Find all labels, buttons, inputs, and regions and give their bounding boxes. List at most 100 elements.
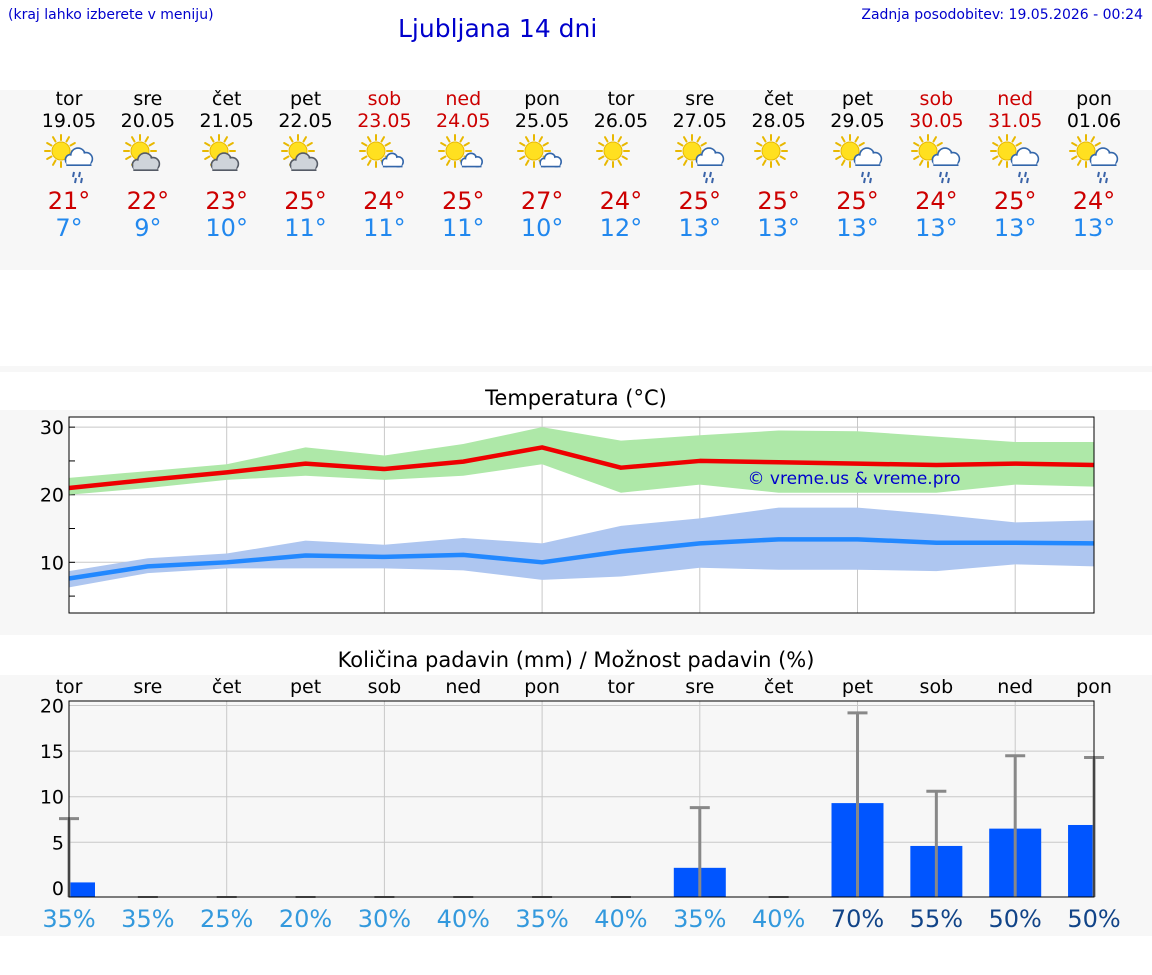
page-title: Ljubljana 14 dni [398, 14, 598, 43]
temp-max: 25° [678, 187, 722, 215]
day-name: pon [1076, 88, 1112, 110]
sun-grey-cloud-icon [122, 134, 161, 172]
min-temp-line [68, 537, 1095, 581]
day-date: 28.05 [751, 110, 806, 132]
sun-cloud-rain-icon [911, 134, 961, 184]
day-date: 22.05 [278, 110, 333, 132]
cloud-icon [210, 152, 239, 172]
day-forecast: ned 24.05 25° 11° [423, 88, 503, 242]
cloud-icon [1089, 147, 1119, 167]
cloud-icon [381, 152, 405, 168]
sun-small-cloud-icon [438, 134, 484, 168]
day-forecast: sre 20.05 22° 9° [108, 88, 188, 242]
cloud-icon [695, 147, 724, 167]
y-tick-label: 30 [40, 417, 64, 439]
y-tick-label: 20 [40, 485, 64, 507]
temp-max: 23° [205, 187, 248, 215]
cloud-icon [1010, 147, 1040, 167]
temp-max: 24° [915, 187, 958, 215]
precipitation-chart-title: Količina padavin (mm) / Možnost padavin … [337, 648, 815, 672]
day-forecast: pet 22.05 25° 11° [266, 88, 346, 242]
forecast-strip-background [0, 90, 1152, 270]
cloud-icon [853, 147, 882, 167]
rain-icon [860, 171, 872, 184]
sun-icon [1069, 134, 1104, 168]
day-name: sob [367, 88, 402, 110]
day-forecast: tor 19.05 21° 7° [29, 88, 109, 242]
temp-min: 11° [284, 214, 327, 242]
sun-small-cloud-icon [517, 134, 563, 168]
sun-cloud-rain-icon [1069, 134, 1119, 184]
day-date: 25.05 [514, 110, 570, 132]
temp-max: 24° [363, 187, 406, 215]
temp-max: 25° [836, 187, 879, 215]
temp-min: 13° [678, 214, 722, 242]
day-date: 30.05 [909, 110, 964, 132]
day-date: 23.05 [357, 110, 412, 132]
plot-frame [68, 416, 1095, 614]
day-forecast: sob 23.05 24° 11° [344, 88, 424, 242]
day-forecast: pet 29.05 25° 13° [818, 88, 898, 242]
day-forecast: tor 26.05 24° 12° [581, 88, 661, 242]
temp-min: 13° [993, 214, 1037, 242]
day-name: sob [919, 88, 954, 110]
temp-max: 25° [757, 187, 800, 215]
y-tick-label: 10 [40, 552, 64, 574]
temp-max: 22° [126, 187, 170, 215]
temp-max: 25° [993, 187, 1037, 215]
sun-grey-cloud-icon [280, 134, 318, 172]
temp-max: 25° [441, 187, 485, 215]
day-name: pet [841, 88, 874, 110]
temp-max: 27° [520, 187, 564, 215]
last-update: Zadnja posodobitev: 19.05.2026 - 00:24 [861, 7, 1143, 23]
day-name: čet [763, 88, 794, 110]
temp-min: 9° [134, 214, 162, 242]
day-name: pon [524, 88, 560, 110]
sun-grey-cloud-icon [201, 134, 239, 172]
day-name: ned [997, 88, 1034, 110]
day-forecast: čet 21.05 23° 10° [187, 88, 267, 242]
sun-icon [753, 134, 788, 168]
max-temp-line [68, 445, 1095, 491]
day-date: 24.05 [436, 110, 491, 132]
sun-icon [753, 134, 788, 168]
temp-min: 11° [363, 214, 406, 242]
cloud-icon [539, 152, 563, 168]
day-name: sre [133, 88, 163, 110]
cloud-icon [460, 152, 484, 168]
max-temp-range-band [69, 427, 1095, 495]
day-date: 21.05 [199, 110, 254, 132]
day-name: ned [445, 88, 482, 110]
day-name: sre [685, 88, 715, 110]
day-forecast: pon 25.05 27° 10° [502, 88, 582, 242]
day-name: tor [55, 88, 83, 110]
temp-max: 25° [284, 187, 327, 215]
temperature-chart-title: Temperatura (°C) [485, 386, 667, 410]
day-name: čet [211, 88, 242, 110]
sun-small-cloud-icon [359, 134, 405, 168]
temp-max: 24° [1072, 187, 1116, 215]
temp-min: 13° [836, 214, 879, 242]
cloud-icon [131, 152, 161, 172]
day-name: pet [289, 88, 322, 110]
day-date: 01.06 [1066, 110, 1122, 132]
rain-icon [939, 171, 951, 184]
day-date: 31.05 [987, 110, 1043, 132]
day-forecast: ned 31.05 25° 13° [975, 88, 1055, 242]
day-date: 26.05 [593, 110, 649, 132]
day-forecast: sre 27.05 25° 13° [660, 88, 740, 242]
sun-icon [517, 134, 552, 168]
temp-min: 11° [441, 214, 485, 242]
location-hint: (kraj lahko izberete v meniju) [8, 7, 214, 23]
temp-min: 13° [915, 214, 958, 242]
sun-cloud-rain-icon [44, 134, 94, 184]
sun-icon [438, 134, 473, 168]
day-date: 20.05 [120, 110, 176, 132]
sun-icon [595, 134, 630, 168]
sun-cloud-rain-icon [674, 134, 724, 184]
rain-icon [72, 171, 83, 184]
cloud-icon [931, 147, 961, 167]
temp-min: 13° [757, 214, 800, 242]
cloud-icon [289, 152, 318, 172]
